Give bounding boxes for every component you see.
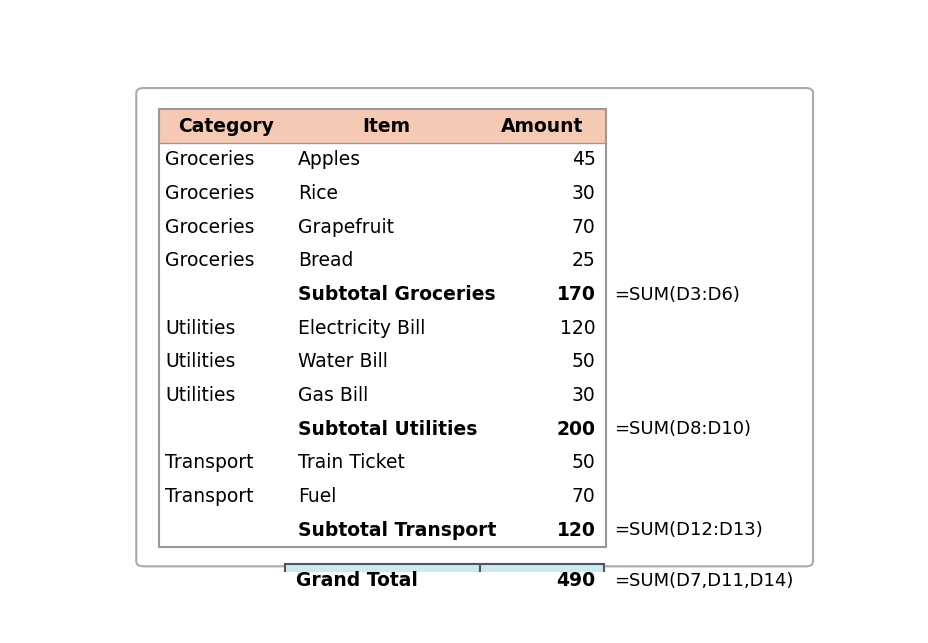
Text: Category: Category [178,116,274,136]
Text: 25: 25 [572,251,595,270]
Text: 70: 70 [572,487,595,506]
Text: Subtotal Utilities: Subtotal Utilities [298,420,477,439]
Text: 50: 50 [572,352,595,372]
Text: Grapefruit: Grapefruit [298,218,393,237]
Text: Transport: Transport [165,453,253,473]
Text: Electricity Bill: Electricity Bill [298,319,425,338]
Text: 45: 45 [571,150,595,169]
Text: 120: 120 [560,319,595,338]
Text: 30: 30 [572,386,595,405]
Text: Grand Total: Grand Total [296,571,418,590]
Text: Water Bill: Water Bill [298,352,388,372]
Text: Groceries: Groceries [165,218,254,237]
Text: Subtotal Groceries: Subtotal Groceries [298,285,496,304]
Text: =SUM(D3:D6): =SUM(D3:D6) [613,285,740,303]
Bar [479,564,603,597]
Text: =SUM(D8:D10): =SUM(D8:D10) [613,420,751,438]
Text: Amount: Amount [500,116,583,136]
Bar [160,109,605,547]
Text: Groceries: Groceries [165,251,254,270]
Text: Apples: Apples [298,150,361,169]
Text: =SUM(D12:D13): =SUM(D12:D13) [613,521,762,539]
Text: 120: 120 [556,521,595,539]
Text: 70: 70 [572,218,595,237]
Text: Subtotal Transport: Subtotal Transport [298,521,496,539]
Bar [160,109,605,143]
Text: Fuel: Fuel [298,487,336,506]
Text: Train Ticket: Train Ticket [298,453,405,473]
Text: Transport: Transport [165,487,253,506]
Text: =SUM(D7,D11,D14): =SUM(D7,D11,D14) [613,572,793,590]
Text: Utilities: Utilities [165,319,235,338]
Text: 200: 200 [556,420,595,439]
Text: 50: 50 [572,453,595,473]
Text: Item: Item [362,116,410,136]
Text: Gas Bill: Gas Bill [298,386,368,405]
Text: Utilities: Utilities [165,386,235,405]
Text: 490: 490 [556,571,595,590]
Text: Bread: Bread [298,251,354,270]
Text: Utilities: Utilities [165,352,235,372]
Text: 170: 170 [556,285,595,304]
Text: Groceries: Groceries [165,184,254,203]
Text: Groceries: Groceries [165,150,254,169]
Text: Rice: Rice [298,184,338,203]
FancyBboxPatch shape [136,88,812,566]
Text: 30: 30 [572,184,595,203]
Bar [285,564,479,597]
